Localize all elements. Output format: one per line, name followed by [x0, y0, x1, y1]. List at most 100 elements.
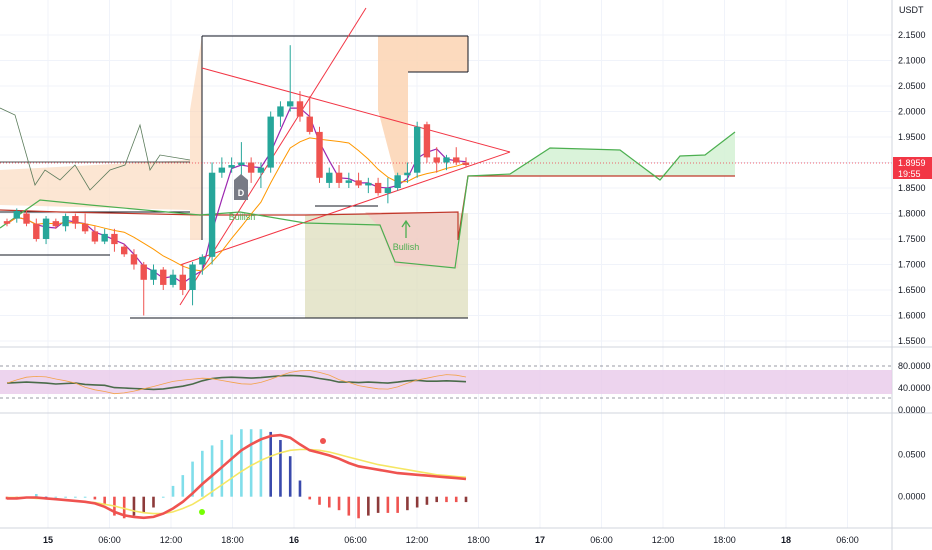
macd-hist-bar	[230, 434, 233, 497]
price-tick-label: 2.1000	[898, 56, 926, 66]
bullish-label-2: Bullish	[393, 242, 420, 252]
candle	[365, 177, 372, 194]
candle-body	[326, 172, 333, 183]
orange-ma	[6, 137, 467, 272]
rsi-line	[6, 374, 467, 391]
candle-body	[179, 274, 186, 290]
macd-hist-bar	[181, 475, 185, 497]
candle	[169, 269, 177, 288]
candle-body	[62, 216, 69, 227]
time-tick-label: 06:00	[590, 535, 613, 545]
rsi-band	[0, 370, 892, 394]
candle	[42, 216, 50, 245]
candle-body	[462, 162, 470, 166]
pink-zone	[365, 212, 458, 268]
rsi-tick-label: 40.0000	[898, 383, 931, 393]
macd-histogram	[5, 429, 468, 519]
candle	[335, 165, 343, 188]
macd-hist-bar	[288, 456, 292, 497]
candle-body	[33, 223, 40, 239]
macd-hist-bar	[454, 496, 458, 503]
candle	[355, 172, 362, 188]
candle	[199, 254, 206, 275]
macd-tick-label: 0.0000	[898, 492, 926, 502]
candle	[160, 267, 167, 290]
time-tick-label: 12:00	[160, 535, 183, 545]
candle	[345, 172, 353, 188]
macd-hist-bar	[83, 496, 87, 498]
candle-body	[189, 264, 196, 290]
macd-hist-bar	[318, 496, 321, 505]
time-tick-label: 06:00	[344, 535, 367, 545]
candle	[287, 45, 294, 112]
d-marker	[234, 174, 248, 200]
macd-hist-bar	[435, 496, 439, 503]
candle	[404, 162, 411, 183]
candle-body	[384, 188, 392, 194]
macd-hist-bar	[54, 496, 58, 498]
candle	[453, 147, 460, 166]
candle	[52, 218, 60, 229]
macd-hist-bar	[298, 480, 302, 497]
candle-body	[345, 180, 353, 183]
price-tick-label: 1.5500	[898, 336, 926, 346]
macd-hist-bar	[464, 496, 468, 503]
candle	[296, 91, 304, 122]
candle-body	[335, 172, 343, 183]
candle	[218, 157, 226, 178]
bullish-arrow	[401, 219, 411, 238]
candle-body	[277, 106, 284, 117]
candle-body	[306, 116, 313, 132]
candle-body	[130, 254, 138, 265]
candle-body	[394, 175, 401, 188]
time-tick-label: 17	[535, 535, 545, 545]
candle-body	[433, 157, 440, 163]
candle	[101, 228, 108, 245]
candle-body	[296, 101, 304, 117]
annotations: D Bullish Bullish	[229, 174, 420, 252]
price-tick-label: 1.8000	[898, 209, 926, 219]
peach-spike	[190, 36, 202, 240]
currency-label: USDT	[899, 5, 924, 15]
macd-axis: 0.0500 0.0000	[898, 450, 926, 502]
macd-hist-bar	[396, 496, 399, 513]
candle-body	[160, 269, 167, 285]
candle-body	[101, 233, 108, 242]
macd-hist-bar	[142, 496, 146, 513]
bullish-label-1: Bullish	[229, 212, 256, 222]
time-axis: 15 06:00 12:00 18:00 16 06:00 12:00 18:00 17 06:0…	[43, 535, 859, 545]
macd-hist-bar	[327, 496, 331, 508]
rsi-axis: 80.0000 40.0000 0.0000	[898, 361, 931, 415]
macd-hist-bar	[367, 496, 370, 516]
macd-hist-bar	[240, 429, 243, 497]
time-tick-label: 18	[781, 535, 791, 545]
candle-body	[150, 269, 157, 280]
candle	[23, 210, 30, 227]
macd-hist-bar	[171, 485, 175, 497]
candle	[111, 228, 118, 252]
macd-hist-bar	[337, 496, 341, 511]
macd-hist-bar	[249, 429, 253, 497]
macd-hist-bar	[93, 496, 97, 500]
macd-hist-bar	[308, 496, 312, 500]
candle	[120, 244, 128, 257]
macd-hist-bar	[376, 496, 380, 513]
candle-body	[355, 180, 362, 186]
candle-body	[52, 221, 60, 227]
time-tick-label: 12:00	[406, 535, 429, 545]
candle-body	[316, 131, 323, 178]
macd-hist-bar	[445, 496, 448, 503]
candle	[306, 96, 313, 135]
candle	[208, 162, 216, 265]
candle	[413, 121, 421, 178]
candle-body	[267, 116, 274, 168]
countdown-value: 19:55	[898, 169, 921, 179]
time-tick-label: 16	[289, 535, 299, 545]
indicator-overlays	[0, 36, 735, 318]
candle	[140, 261, 147, 316]
macd-hist-bar	[152, 496, 155, 508]
green-kijun	[0, 175, 469, 269]
price-tick-label: 1.9500	[898, 132, 926, 142]
candle-body	[3, 221, 11, 224]
